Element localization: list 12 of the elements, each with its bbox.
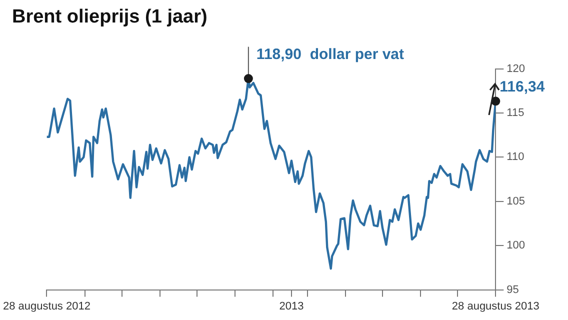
x-tick-label: 28 augustus 2012 — [2, 300, 90, 312]
annotation: 118,90 dollar per vat — [256, 46, 404, 63]
y-tick-label: 100 — [506, 240, 526, 252]
x-tick-label: 28 augustus 2013 — [452, 300, 540, 312]
annotation: 116,34 — [500, 78, 546, 96]
y-tick-label: 115 — [506, 107, 524, 120]
y-tick-label: 110 — [506, 151, 524, 164]
x-tick-label: 2013 — [279, 300, 304, 312]
y-tick-label: 95 — [506, 284, 519, 296]
y-tick-label: 105 — [506, 195, 526, 208]
y-tick-label: 120 — [506, 62, 526, 75]
chart-title: Brent olieprijs (1 jaar) — [12, 6, 208, 28]
